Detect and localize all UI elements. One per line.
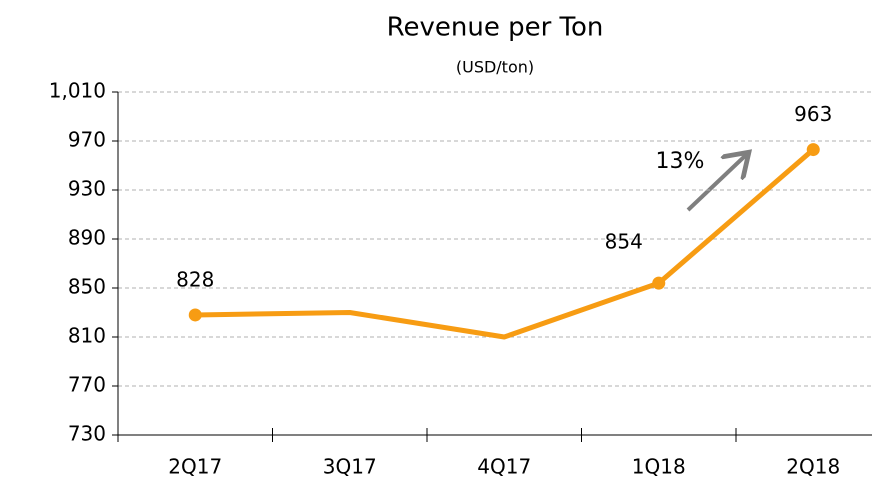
marker bbox=[652, 276, 666, 290]
x-tick-label: 2Q17 bbox=[168, 455, 222, 479]
chart-subtitle: (USD/ton) bbox=[456, 58, 534, 77]
x-tick-label: 1Q18 bbox=[632, 455, 686, 479]
marker bbox=[188, 308, 202, 322]
y-tick-label: 810 bbox=[68, 324, 106, 348]
x-tick-label: 3Q17 bbox=[323, 455, 377, 479]
data-label: 828 bbox=[176, 267, 214, 291]
y-tick-label: 1,010 bbox=[49, 79, 106, 103]
data-label: 854 bbox=[605, 230, 643, 254]
annotation: 13% bbox=[656, 149, 705, 174]
chart-title: Revenue per Ton bbox=[387, 13, 604, 43]
data-label: 963 bbox=[794, 102, 832, 126]
y-tick-label: 930 bbox=[68, 177, 106, 201]
y-tick-label: 730 bbox=[68, 422, 106, 446]
arrow bbox=[686, 155, 746, 212]
x-tick-label: 4Q17 bbox=[477, 455, 531, 479]
marker bbox=[806, 143, 820, 157]
line bbox=[195, 147, 815, 340]
y-tick-label: 970 bbox=[68, 128, 106, 152]
y-tick-label: 770 bbox=[68, 373, 106, 397]
y-tick-label: 850 bbox=[68, 275, 106, 299]
y-tick-label: 890 bbox=[68, 226, 106, 250]
x-tick-label: 2Q18 bbox=[786, 455, 840, 479]
